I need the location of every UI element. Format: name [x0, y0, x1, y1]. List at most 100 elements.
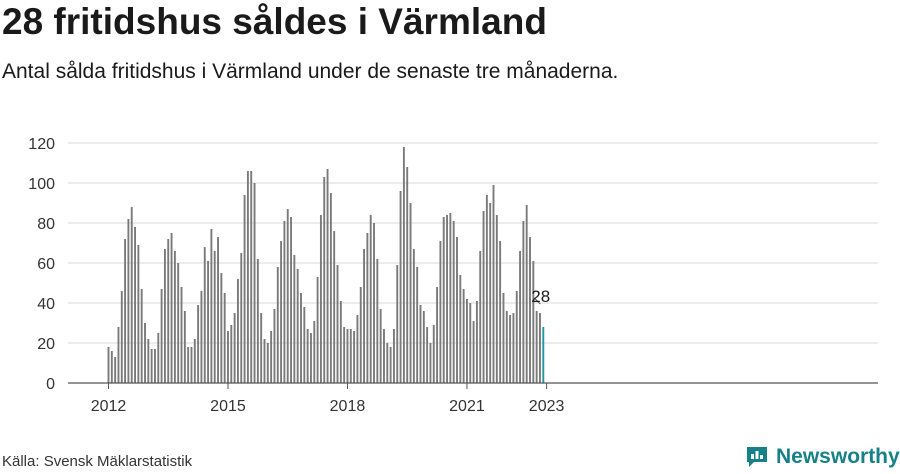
bar — [412, 249, 415, 383]
bar — [217, 237, 219, 383]
bar — [472, 321, 475, 383]
bar — [303, 307, 306, 383]
bar — [127, 219, 130, 383]
bar — [489, 203, 492, 383]
bar — [512, 313, 515, 383]
bar — [114, 357, 117, 383]
bar — [409, 203, 412, 383]
bar — [529, 237, 531, 383]
bar — [386, 343, 389, 383]
bar — [220, 273, 223, 383]
bar — [283, 221, 286, 383]
bar — [177, 263, 180, 383]
bar — [193, 339, 196, 383]
bar — [502, 293, 505, 383]
bar — [154, 349, 156, 383]
bar — [246, 171, 249, 383]
bar — [150, 349, 153, 383]
bar — [280, 241, 283, 383]
gridlines — [68, 142, 878, 344]
bar — [389, 347, 392, 383]
bar — [333, 231, 336, 383]
bar — [522, 221, 525, 383]
bar — [276, 267, 279, 383]
bar — [180, 287, 183, 383]
bar — [532, 261, 535, 383]
bar — [227, 331, 229, 383]
bar — [429, 343, 432, 383]
chart-subtitle: Antal sålda fritidshus i Värmland under … — [2, 60, 619, 83]
bar — [539, 313, 541, 383]
bar — [117, 327, 120, 383]
bar — [230, 325, 233, 383]
bar — [293, 255, 296, 383]
bar — [124, 239, 127, 383]
bar — [485, 195, 488, 383]
bar — [475, 301, 478, 383]
bar — [479, 251, 482, 383]
bar — [296, 269, 299, 383]
x-axis: 2012 2015 2018 2021 2023 — [68, 382, 878, 415]
bar — [210, 229, 213, 383]
y-tick-label: 120 — [28, 136, 55, 153]
bar — [207, 261, 210, 383]
bar — [260, 313, 263, 383]
y-tick-label: 20 — [37, 336, 55, 353]
bar — [263, 339, 266, 383]
bar — [134, 227, 136, 383]
annotation-leader — [534, 298, 541, 305]
bar — [406, 167, 409, 383]
bar — [376, 259, 379, 383]
bar — [319, 215, 322, 383]
bar — [509, 315, 512, 383]
bar — [310, 333, 312, 383]
bar — [147, 339, 150, 383]
bar — [250, 171, 253, 383]
bar — [256, 259, 259, 383]
bar — [366, 233, 369, 383]
y-tick-label: 100 — [28, 176, 55, 193]
bar — [379, 309, 382, 383]
brand-name: Newsworthy — [776, 445, 900, 468]
y-tick-label: 0 — [46, 376, 55, 393]
bar — [449, 213, 452, 383]
bar — [525, 205, 528, 383]
bar — [353, 331, 356, 383]
bar — [363, 249, 366, 383]
bar — [535, 311, 538, 383]
bar — [203, 247, 206, 383]
bar — [446, 215, 448, 383]
bar — [336, 265, 339, 383]
bar — [442, 217, 445, 383]
bar — [495, 215, 498, 383]
annotations: 28 — [531, 287, 550, 306]
bar — [286, 209, 289, 383]
bar — [466, 299, 468, 383]
bar — [110, 351, 113, 383]
bar — [399, 191, 402, 383]
bar — [243, 195, 246, 383]
bar — [197, 305, 200, 383]
bar — [356, 315, 359, 383]
bar — [462, 289, 465, 383]
bar — [515, 291, 518, 383]
bar — [223, 293, 226, 383]
bar — [190, 347, 193, 383]
bar — [339, 301, 342, 383]
bar — [273, 309, 276, 383]
bar — [130, 207, 133, 383]
bar — [346, 329, 349, 383]
bar — [402, 147, 405, 383]
bar — [452, 221, 455, 383]
bar — [359, 287, 362, 383]
bar — [482, 211, 485, 383]
x-tick-label: 2015 — [210, 398, 246, 415]
x-tick-label: 2018 — [330, 398, 366, 415]
bar — [233, 313, 236, 383]
bar — [392, 329, 395, 383]
bar — [505, 311, 508, 383]
bar — [157, 333, 160, 383]
y-tick-label: 40 — [37, 296, 55, 313]
bar — [300, 293, 302, 383]
bar — [144, 323, 146, 383]
